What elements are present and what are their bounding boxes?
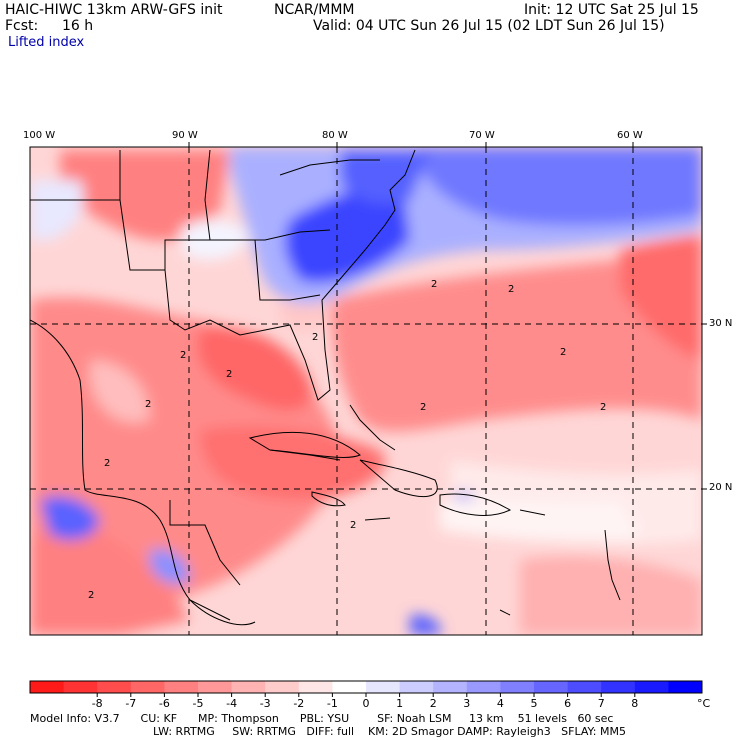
lon-label: 80 W: [322, 130, 348, 141]
colorbar-tick-label: 2: [430, 697, 437, 710]
forecast-hours: 16 h: [62, 18, 94, 34]
lifted-index-field: 2 2 2 2 2 2 2 2 2 2 2 2: [30, 147, 702, 635]
contour-label: 2: [104, 458, 110, 469]
colorbar-tick-label: 8: [631, 697, 638, 710]
colorbar-tick-label: 4: [497, 697, 504, 710]
lon-label: 70 W: [469, 130, 495, 141]
colorbar-tick-label: 0: [363, 697, 370, 710]
colorbar-swatch: [366, 681, 401, 693]
colorbar-swatch: [399, 681, 434, 693]
contour-label: 2: [88, 590, 94, 601]
lon-label: 90 W: [172, 130, 198, 141]
colorbar-swatch: [500, 681, 535, 693]
colorbar-tick-label: 1: [396, 697, 403, 710]
map-frame: [29, 146, 703, 636]
colorbar-swatch: [534, 681, 569, 693]
graticule: [30, 147, 702, 635]
colorbar: -8 -7 -6 -5 -4 -3 -2 -1 0 1 2 3 4 5 6 7 8 °C: [29, 680, 711, 710]
contour-label: 2: [226, 369, 232, 380]
model-title: HAIC-HIWC 13km ARW-GFS init: [5, 2, 223, 18]
colorbar-swatch: [164, 681, 199, 693]
colorbar-swatch: [231, 681, 266, 693]
colorbar-tick-label: -2: [293, 697, 304, 710]
colorbar-swatch: [63, 681, 98, 693]
forecast-label: Fcst:: [5, 18, 39, 34]
colorbar-tick-label: -3: [260, 697, 271, 710]
init-time: Init: 12 UTC Sat 25 Jul 15: [524, 2, 699, 18]
colorbar-swatch: [634, 681, 669, 693]
colorbar-unit: °C: [697, 697, 711, 710]
model-info-line2: LW: RRTMG SW: RRTMG DIFF: full KM: 2D Sm…: [153, 725, 626, 738]
org-label: NCAR/MMM: [274, 2, 355, 18]
field-name: Lifted index: [8, 35, 85, 50]
lat-label: 20 N: [709, 482, 733, 493]
lon-label: 60 W: [617, 130, 643, 141]
contour-label: 2: [350, 520, 356, 531]
colorbar-tick-label: 5: [531, 697, 538, 710]
colorbar-swatch: [97, 681, 132, 693]
colorbar-swatch: [332, 681, 367, 693]
model-info-line1: Model Info: V3.7 CU: KF MP: Thompson PBL…: [30, 712, 614, 725]
contour-label: 2: [600, 402, 606, 413]
contour-label: 2: [180, 350, 186, 361]
lon-label: 100 W: [23, 130, 56, 141]
colorbar-swatch: [298, 681, 333, 693]
contour-label: 2: [420, 402, 426, 413]
colorbar-swatch: [130, 681, 165, 693]
contour-label: 2: [508, 284, 514, 295]
colorbar-tick-label: -5: [193, 697, 204, 710]
coastlines: [30, 149, 621, 626]
contour-label: 2: [312, 332, 318, 343]
colorbar-tick-label: -8: [92, 697, 103, 710]
colorbar-swatch: [601, 681, 636, 693]
contour-label: 2: [145, 399, 151, 410]
lat-label: 30 N: [709, 318, 733, 329]
colorbar-swatch: [433, 681, 468, 693]
colorbar-swatch: [567, 681, 602, 693]
valid-time: Valid: 04 UTC Sun 26 Jul 15 (02 LDT Sun …: [313, 18, 665, 34]
colorbar-swatch: [466, 681, 501, 693]
colorbar-tick-label: 3: [463, 697, 470, 710]
colorbar-swatch: [668, 681, 703, 693]
colorbar-tick-label: 6: [564, 697, 571, 710]
colorbar-tick-label: 7: [598, 697, 605, 710]
colorbar-swatch: [30, 681, 65, 693]
contour-label: 2: [560, 347, 566, 358]
colorbar-tick-label: -7: [125, 697, 136, 710]
colorbar-tick-label: -6: [159, 697, 170, 710]
contour-label: 2: [431, 279, 437, 290]
colorbar-swatch: [265, 681, 300, 693]
colorbar-swatch: [198, 681, 233, 693]
colorbar-tick-label: -4: [226, 697, 237, 710]
colorbar-tick-label: -1: [327, 697, 338, 710]
